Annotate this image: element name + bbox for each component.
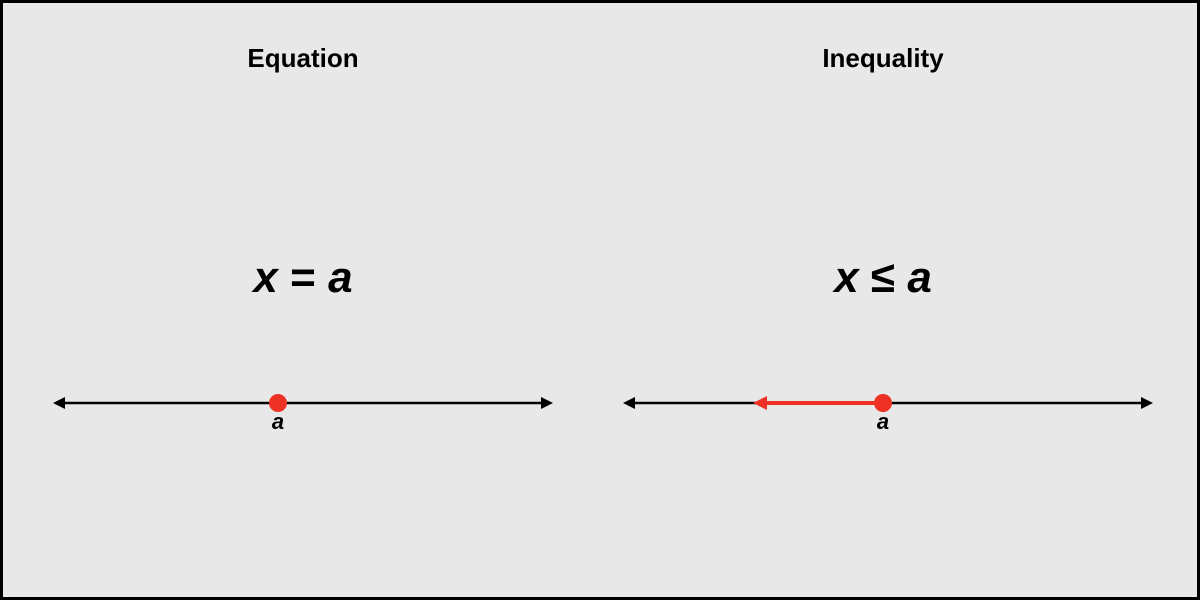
axis-label-left-text: a <box>272 409 284 434</box>
diagram-svg <box>3 3 1200 603</box>
expr-left-rhs: a <box>328 253 352 302</box>
expression-inequality: x ≤ a <box>834 253 932 303</box>
expr-right-op: ≤ <box>871 253 895 302</box>
expr-right-var: x <box>834 253 858 302</box>
axis-label-right: a <box>877 409 889 435</box>
heading-equation-text: Equation <box>247 43 358 73</box>
heading-equation: Equation <box>247 43 358 74</box>
axis-label-left: a <box>272 409 284 435</box>
heading-inequality: Inequality <box>822 43 943 74</box>
expr-left-var: x <box>253 253 277 302</box>
expr-right-rhs: a <box>907 253 931 302</box>
heading-inequality-text: Inequality <box>822 43 943 73</box>
expr-left-op: = <box>290 253 316 302</box>
axis-label-right-text: a <box>877 409 889 434</box>
expression-equation: x = a <box>253 253 352 303</box>
diagram-frame: Equation Inequality x = a x ≤ a a a <box>0 0 1200 600</box>
